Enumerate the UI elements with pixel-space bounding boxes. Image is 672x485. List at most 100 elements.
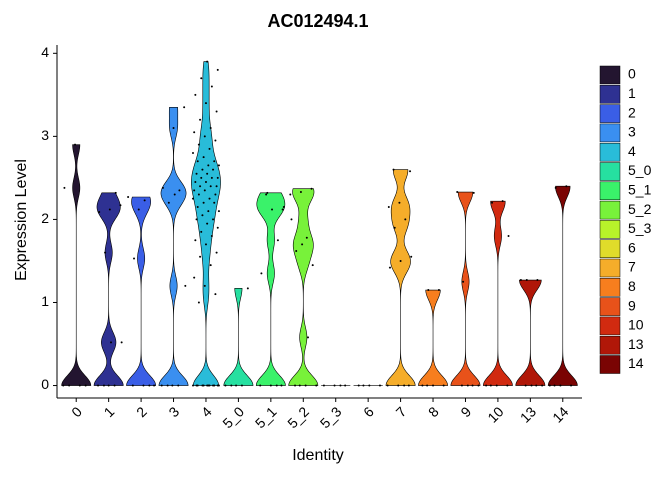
point [148, 384, 151, 387]
point [398, 201, 401, 204]
point [462, 280, 465, 283]
point [173, 193, 176, 196]
point [210, 85, 213, 88]
point [107, 384, 110, 387]
x-tick-label: 3 [165, 403, 182, 420]
point [114, 191, 117, 194]
point [199, 118, 202, 121]
point [404, 218, 407, 221]
legend-label: 5_0 [628, 162, 652, 178]
point [392, 168, 395, 171]
point [282, 205, 285, 208]
point [541, 384, 544, 387]
point [194, 93, 197, 96]
point [200, 230, 203, 233]
y-tick-label: 4 [41, 44, 49, 60]
point [388, 266, 391, 269]
y-tick-label: 1 [41, 293, 49, 309]
point [311, 264, 314, 267]
point [167, 201, 170, 204]
point [195, 218, 198, 221]
point [196, 205, 199, 208]
point [553, 384, 556, 387]
point [304, 384, 307, 387]
point [102, 384, 105, 387]
chart-title: AC012494.1 [267, 11, 368, 31]
x-tick-label: 2 [133, 403, 150, 420]
point [565, 185, 568, 188]
point [191, 384, 194, 387]
point [305, 236, 308, 239]
legend-label: 8 [628, 278, 636, 294]
legend-swatch [599, 335, 621, 355]
point [260, 272, 263, 275]
point [203, 135, 206, 138]
point [280, 384, 283, 387]
legend-label: 6 [628, 239, 636, 255]
point [217, 384, 220, 387]
point [501, 200, 504, 203]
point [548, 384, 551, 387]
legend-swatch [599, 355, 621, 374]
point [315, 384, 318, 387]
point [357, 384, 360, 387]
point [215, 251, 218, 254]
x-tick-label: 13 [517, 403, 539, 425]
point [294, 384, 297, 387]
point [507, 235, 510, 238]
point [554, 186, 557, 189]
point [216, 68, 219, 71]
point [210, 176, 213, 179]
y-axis-title: Expression Level [13, 159, 30, 281]
point [110, 341, 113, 344]
legend-swatch [599, 65, 621, 85]
point [240, 384, 243, 387]
point [506, 384, 509, 387]
point [295, 249, 298, 252]
x-tick-label: 14 [549, 403, 571, 425]
point [142, 384, 145, 387]
point [203, 189, 206, 192]
point [203, 284, 206, 287]
x-tick-label: 5_2 [284, 403, 312, 431]
point [559, 384, 562, 387]
point [194, 239, 197, 242]
point [214, 293, 217, 296]
point [472, 191, 475, 194]
point [393, 226, 396, 229]
point [206, 172, 209, 175]
point [209, 185, 212, 188]
x-tick-label: 6 [360, 403, 377, 420]
point [213, 160, 216, 163]
point [178, 189, 181, 192]
point [224, 384, 227, 387]
point [199, 255, 202, 258]
y-tick-label: 2 [41, 210, 49, 226]
point [201, 214, 204, 217]
point [212, 218, 215, 221]
point [289, 193, 292, 196]
point [530, 384, 533, 387]
point [197, 301, 200, 304]
point [536, 279, 539, 282]
point [213, 384, 216, 387]
x-tick-label: 9 [457, 403, 474, 420]
x-tick-label: 1 [101, 403, 118, 420]
point [97, 384, 100, 387]
point [78, 384, 81, 387]
point [266, 191, 269, 194]
legend-label: 5_2 [628, 201, 652, 217]
point [120, 341, 123, 344]
point [378, 384, 381, 387]
point [166, 384, 169, 387]
point [306, 336, 309, 339]
point [212, 168, 215, 171]
point [477, 384, 480, 387]
x-tick-label: 7 [393, 403, 410, 420]
point [201, 168, 204, 171]
point [209, 127, 212, 130]
violin [418, 289, 448, 386]
point [214, 193, 217, 196]
point [368, 384, 371, 387]
point [421, 384, 424, 387]
